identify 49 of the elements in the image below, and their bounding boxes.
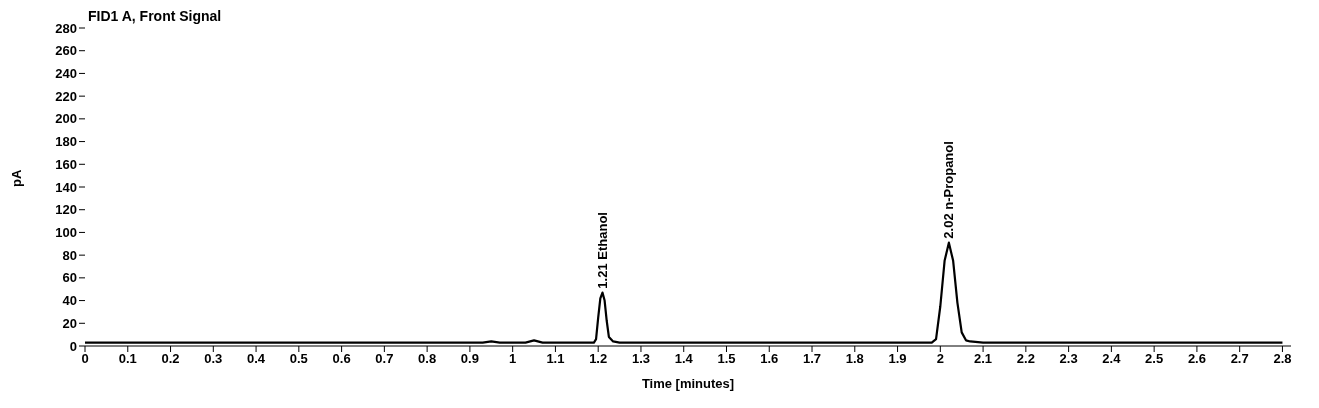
x-tick-label: 0.3 <box>204 351 223 367</box>
y-tick-label: 20 <box>62 315 77 331</box>
annotation: 2.02 n-Propanol <box>941 141 957 239</box>
x-tick-label: 2.6 <box>1187 351 1206 367</box>
y-axis-title: pA <box>8 169 24 187</box>
x-tick-label: 1.5 <box>717 351 736 367</box>
x-tick-label: 2.1 <box>974 351 993 367</box>
y-tick-label: 60 <box>62 270 77 286</box>
y-tick-label: 40 <box>62 293 77 309</box>
y-tick-label: 0 <box>69 338 77 354</box>
x-tick-label: 2.5 <box>1145 351 1164 367</box>
x-tick-label: 0.7 <box>375 351 394 367</box>
x-tick-label: 0.1 <box>118 351 137 367</box>
x-tick-label: 1.1 <box>546 351 565 367</box>
x-tick-label: 0.8 <box>418 351 437 367</box>
x-tick-label: 2.8 <box>1273 351 1292 367</box>
x-tick-label: 1.7 <box>802 351 822 367</box>
x-tick-label: 0.9 <box>460 351 479 367</box>
x-tick-label: 0.4 <box>247 351 266 367</box>
x-tick-label: 2.2 <box>1016 351 1035 367</box>
x-tick-label: 1 <box>509 351 517 367</box>
annotation: 1.21 Ethanol <box>595 212 611 289</box>
x-tick-label: 1.4 <box>674 351 694 367</box>
y-tick-label: 160 <box>55 156 77 172</box>
x-tick-label: 2.7 <box>1230 351 1249 367</box>
y-tick-label: 140 <box>55 179 77 195</box>
y-tick-label: 280 <box>55 20 77 36</box>
x-tick-label: 0 <box>81 351 89 367</box>
y-tick-label: 100 <box>55 225 77 241</box>
chart-title: FID1 A, Front Signal <box>88 8 222 24</box>
x-axis-title: Time [minutes] <box>641 376 735 391</box>
y-tick-label: 200 <box>55 111 77 127</box>
x-tick-label: 1.6 <box>760 351 779 367</box>
x-tick-label: 1.3 <box>631 351 650 367</box>
y-tick-label: 80 <box>62 247 77 263</box>
x-tick-label: 2 <box>936 351 944 367</box>
x-tick-label: 2.4 <box>1102 351 1122 367</box>
y-tick-label: 220 <box>55 88 77 104</box>
x-tick-label: 0.2 <box>161 351 180 367</box>
x-tick-label: 0.6 <box>332 351 351 367</box>
x-tick-label: 1.8 <box>845 351 864 367</box>
x-tick-label: 0.5 <box>289 351 308 367</box>
x-tick-label: 1.9 <box>888 351 907 367</box>
y-tick-label: 120 <box>55 202 77 218</box>
x-tick-label: 2.3 <box>1059 351 1078 367</box>
y-tick-label: 240 <box>55 66 77 82</box>
y-tick-label: 180 <box>55 134 77 150</box>
x-tick-label: 1.2 <box>589 351 608 367</box>
y-tick-label: 260 <box>55 43 77 59</box>
